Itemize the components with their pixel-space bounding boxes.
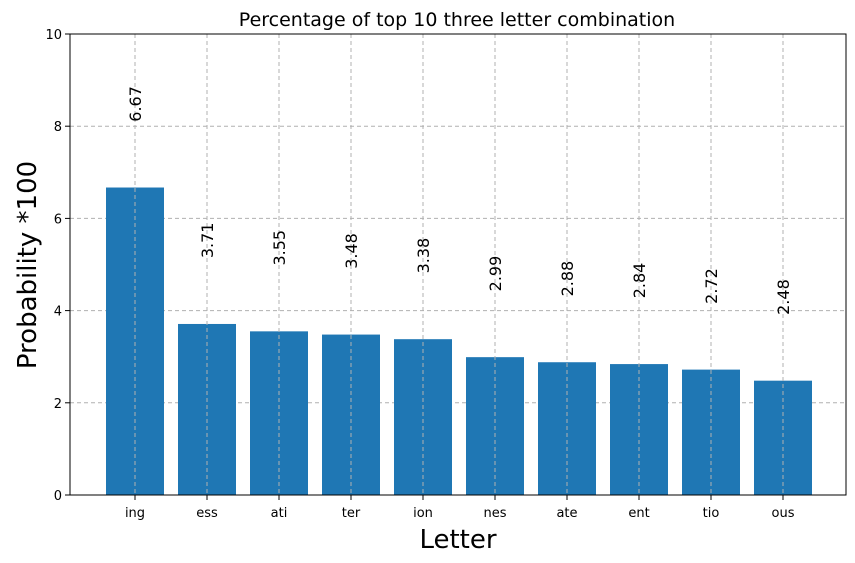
data-label: 2.72 — [702, 268, 721, 304]
data-label: 2.99 — [486, 256, 505, 292]
y-tick-label: 8 — [54, 120, 62, 135]
data-label: 6.67 — [126, 86, 145, 122]
data-label: 3.48 — [342, 233, 361, 269]
data-label: 3.55 — [270, 230, 289, 266]
x-tick-label: ent — [628, 506, 649, 521]
x-axis-ticks: ing ess ati ter ion nes ate ent tio ous — [125, 495, 795, 521]
x-tick-label: ate — [556, 506, 577, 521]
chart-title: Percentage of top 10 three letter combin… — [239, 9, 675, 31]
plot-frame — [69, 33, 847, 496]
y-axis-ticks: 0 2 4 6 8 10 — [45, 28, 70, 504]
y-tick-label: 6 — [54, 212, 62, 227]
y-tick-label: 0 — [54, 489, 62, 504]
data-label: 2.48 — [774, 279, 793, 315]
data-label: 3.38 — [414, 238, 433, 274]
y-axis-title: Probability *100 — [13, 161, 43, 369]
x-tick-label: nes — [483, 506, 506, 521]
x-axis-title: Letter — [419, 525, 496, 555]
data-label: 2.88 — [558, 261, 577, 297]
y-tick-label: 10 — [45, 28, 62, 43]
x-tick-label: ess — [196, 506, 218, 521]
data-labels: 6.67 3.71 3.55 3.48 3.38 2.99 2.88 2.84 2.72 2.48 — [126, 86, 793, 315]
x-tick-label: ati — [271, 506, 288, 521]
x-tick-label: tio — [703, 506, 720, 521]
data-label: 3.71 — [198, 223, 217, 259]
x-tick-label: ing — [125, 506, 145, 521]
x-tick-label: ous — [772, 506, 795, 521]
bar — [682, 369, 740, 495]
y-tick-label: 4 — [54, 305, 62, 320]
x-tick-label: ter — [342, 506, 361, 521]
y-tick-label: 2 — [54, 397, 62, 412]
x-tick-label: ion — [413, 506, 433, 521]
data-label: 2.84 — [630, 263, 649, 299]
